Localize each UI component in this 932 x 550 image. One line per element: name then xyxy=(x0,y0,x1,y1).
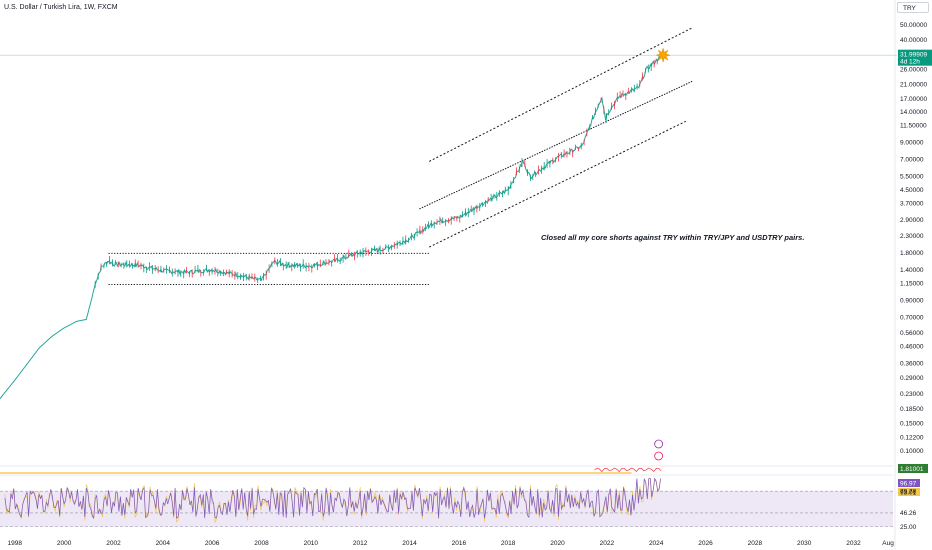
channel-lower-line xyxy=(429,120,687,248)
y-tick-label: 0.23000 xyxy=(900,391,924,398)
event-earnings-icon xyxy=(654,451,664,461)
x-tick-label: 2020 xyxy=(550,540,565,547)
x-tick-label: 2032 xyxy=(846,540,861,547)
event-markers xyxy=(654,439,664,461)
y-tick-label: 1.40000 xyxy=(900,267,924,274)
x-tick-label: Aug xyxy=(882,540,894,547)
x-tick-label: 2030 xyxy=(797,540,812,547)
y-tick-label: 1.15000 xyxy=(900,281,924,288)
x-axis: 1998 2000 2002 2004 2006 2008 2010 2012 2014 2016… xyxy=(8,540,895,547)
y-tick-label: 0.18500 xyxy=(900,406,924,413)
rsi-level-label: 25.00 xyxy=(900,524,917,531)
x-tick-label: 2004 xyxy=(156,540,171,547)
price-series xyxy=(0,47,672,400)
y-axis: 50.0000040.0000032.0000026.0000021.00000… xyxy=(900,22,927,455)
y-tick-label: 3.70000 xyxy=(900,200,924,207)
x-tick-label: 1998 xyxy=(8,540,23,547)
y-tick-label: 9.00000 xyxy=(900,139,924,146)
volume-spike xyxy=(594,467,662,473)
y-tick-label: 2.90000 xyxy=(900,217,924,224)
currency-selector[interactable]: TRY xyxy=(897,2,929,13)
price-tag xyxy=(898,49,932,66)
x-tick-label: 2024 xyxy=(649,540,664,547)
range-box xyxy=(108,252,430,286)
y-tick-label: 0.10000 xyxy=(900,448,924,455)
x-tick-label: 2010 xyxy=(304,540,319,547)
x-tick-label: 2016 xyxy=(452,540,467,547)
y-tick-label: 0.29000 xyxy=(900,375,924,382)
trend-channel xyxy=(419,26,694,248)
y-tick-label: 0.15000 xyxy=(900,420,924,427)
y-tick-label: 0.12200 xyxy=(900,435,924,442)
volume-strip xyxy=(0,472,632,474)
x-tick-label: 2002 xyxy=(106,540,121,547)
rsi-level-label: 46.26 xyxy=(900,510,917,517)
chart-title: U.S. Dollar / Turkish Lira, 1W, FXCM xyxy=(4,4,118,11)
rsi-tag xyxy=(898,488,920,496)
star-icon xyxy=(655,47,672,64)
rsi-line-a xyxy=(4,477,661,519)
y-tick-label: 14.00000 xyxy=(900,109,927,116)
x-tick-label: 2026 xyxy=(698,540,713,547)
chart-annotation: Closed all my core shorts against TRY wi… xyxy=(541,233,804,242)
x-tick-label: 2000 xyxy=(57,540,72,547)
volume-tag-value: 1.81001 xyxy=(900,466,924,473)
price-tag-value: 31.99909 xyxy=(900,52,927,59)
y-tick-label: 11.50000 xyxy=(900,123,927,130)
y-tick-label: 17.00000 xyxy=(900,96,927,103)
rsi-tag-value: 96.97 xyxy=(900,480,917,487)
y-tick-label: 21.00000 xyxy=(900,81,927,88)
x-tick-label: 2012 xyxy=(353,540,368,547)
y-tick-label: 50.00000 xyxy=(900,22,927,29)
y-tick-label: 0.46000 xyxy=(900,343,924,350)
price-tag-countdown: 4d 12h xyxy=(900,59,920,66)
y-tick-label: 26.00000 xyxy=(900,67,927,74)
rsi-tag xyxy=(898,479,920,487)
x-tick-label: 2022 xyxy=(600,540,615,547)
y-tick-label: 4.50000 xyxy=(900,187,924,194)
x-tick-label: 2006 xyxy=(205,540,220,547)
channel-middle-line xyxy=(419,80,694,210)
x-tick-label: 2018 xyxy=(501,540,516,547)
rsi-tag-value: 93.01 xyxy=(900,489,917,496)
y-tick-label: 0.90000 xyxy=(900,297,924,304)
y-tick-label: 7.00000 xyxy=(900,157,924,164)
x-tick-label: 2014 xyxy=(402,540,417,547)
y-tick-label: 0.70000 xyxy=(900,315,924,322)
x-tick-label: 2028 xyxy=(748,540,763,547)
rsi-level-label: 79.78 xyxy=(900,488,917,495)
y-tick-label: 5.50000 xyxy=(900,173,924,180)
event-flag-icon xyxy=(654,439,664,449)
y-tick-label: 40.00000 xyxy=(900,37,927,44)
y-tick-label: 0.56000 xyxy=(900,330,924,337)
y-tick-label: 1.80000 xyxy=(900,250,924,257)
channel-upper-line xyxy=(429,26,694,162)
y-tick-label: 2.30000 xyxy=(900,233,924,240)
y-tick-label: 0.36000 xyxy=(900,360,924,367)
x-tick-label: 2008 xyxy=(254,540,269,547)
volume-tag xyxy=(898,464,928,473)
